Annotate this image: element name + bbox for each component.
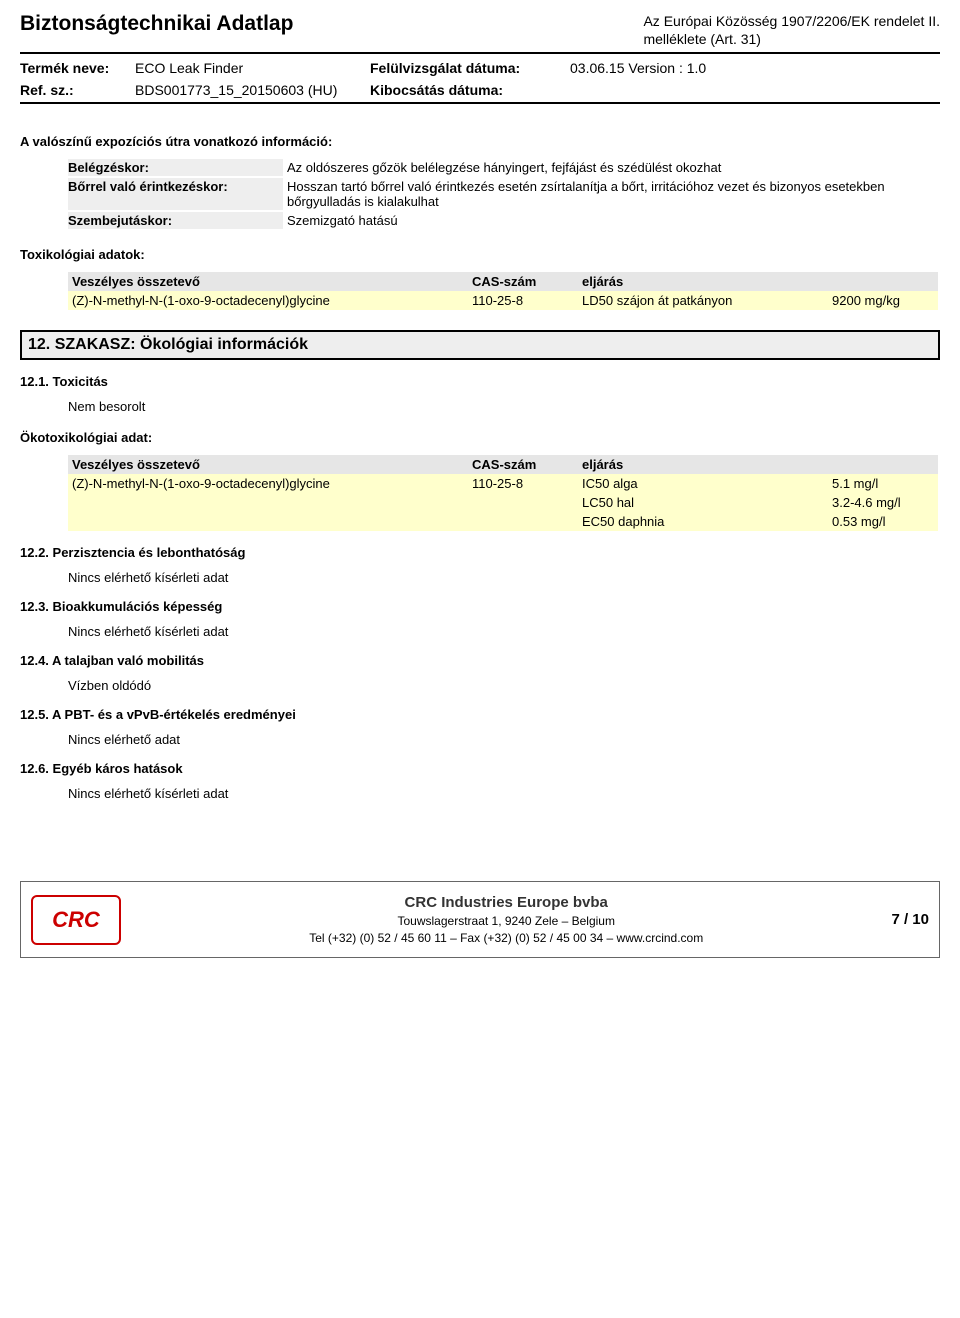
product-label: Termék neve: (20, 60, 135, 76)
th (828, 455, 938, 474)
meta-row-2: Ref. sz.: BDS001773_15_20150603 (HU) Kib… (20, 82, 940, 98)
footer-center: CRC Industries Europe bvba Touwslagerstr… (309, 892, 703, 947)
th: CAS-szám (468, 272, 578, 291)
review-value: 03.06.15 Version : 1.0 (570, 60, 706, 76)
exposure-value: Az oldószeres gőzök belélegzése hányinge… (283, 159, 940, 176)
divider (20, 102, 940, 104)
ref-value: BDS001773_15_20150603 (HU) (135, 82, 337, 98)
page-number: 7 / 10 (891, 911, 929, 928)
ecotox-title: Ökotoxikológiai adat: (20, 430, 940, 445)
section-12-4-title: 12.4. A talajban való mobilitás (20, 653, 940, 668)
th (828, 272, 938, 291)
table-header-row: Veszélyes összetevő CAS-szám eljárás (68, 272, 938, 291)
section-12-title: 12. SZAKASZ: Ökológiai információk (20, 330, 940, 360)
td: (Z)-N-methyl-N-(1-oxo-9-octadecenyl)glyc… (68, 474, 468, 493)
footer-contact: Tel (+32) (0) 52 / 45 60 11 – Fax (+32) … (309, 930, 703, 947)
td: 3.2-4.6 mg/l (828, 493, 938, 512)
td: 0.53 mg/l (828, 512, 938, 531)
section-12-5-text: Nincs elérhető adat (68, 732, 940, 747)
section-12-3-text: Nincs elérhető kísérleti adat (68, 624, 940, 639)
exposure-row: Szembejutáskor: Szemizgató hatású (68, 212, 940, 229)
exposure-value: Hosszan tartó bőrrel való érintkezés ese… (283, 178, 940, 210)
section-12-6-text: Nincs elérhető kísérleti adat (68, 786, 940, 801)
footer-company: CRC Industries Europe bvba (309, 892, 703, 913)
exposure-label: Belégzéskor: (68, 159, 283, 176)
crc-logo: CRC (31, 895, 121, 945)
table-row: LC50 hal 3.2-4.6 mg/l (68, 493, 938, 512)
section-12-2-title: 12.2. Perzisztencia és lebonthatóság (20, 545, 940, 560)
th: eljárás (578, 455, 828, 474)
review-label: Felülvizsgálat dátuma: (370, 60, 570, 76)
divider (20, 52, 940, 54)
td: 9200 mg/kg (828, 291, 938, 310)
release-label: Kibocsátás dátuma: (370, 82, 570, 98)
meta-row-1: Termék neve: ECO Leak Finder Felülvizsgá… (20, 60, 940, 76)
td: EC50 daphnia (578, 512, 828, 531)
exposure-label: Szembejutáskor: (68, 212, 283, 229)
table-row: EC50 daphnia 0.53 mg/l (68, 512, 938, 531)
section-12-1-title: 12.1. Toxicitás (20, 374, 940, 389)
td: 110-25-8 (468, 474, 578, 493)
ref-label: Ref. sz.: (20, 82, 135, 98)
doc-title: Biztonságtechnikai Adatlap (20, 12, 293, 48)
td (68, 493, 468, 512)
td: 110-25-8 (468, 291, 578, 310)
section-12-1-text: Nem besorolt (68, 399, 940, 414)
section-12-5-title: 12.5. A PBT- és a vPvB-értékelés eredmén… (20, 707, 940, 722)
exposure-value: Szemizgató hatású (283, 212, 940, 229)
section-12-4-text: Vízben oldódó (68, 678, 940, 693)
th: Veszélyes összetevő (68, 455, 468, 474)
td: LD50 szájon át patkányon (578, 291, 828, 310)
footer: CRC CRC Industries Europe bvba Touwslage… (20, 881, 940, 958)
th: eljárás (578, 272, 828, 291)
exposure-label: Bőrrel való érintkezéskor: (68, 178, 283, 210)
th: CAS-szám (468, 455, 578, 474)
table-row: (Z)-N-methyl-N-(1-oxo-9-octadecenyl)glyc… (68, 291, 938, 310)
td: 5.1 mg/l (828, 474, 938, 493)
section-12-2-text: Nincs elérhető kísérleti adat (68, 570, 940, 585)
section-12-3-title: 12.3. Bioakkumulációs képesség (20, 599, 940, 614)
exposure-row: Bőrrel való érintkezéskor: Hosszan tartó… (68, 178, 940, 210)
exposure-row: Belégzéskor: Az oldószeres gőzök beléleg… (68, 159, 940, 176)
eco-table: Veszélyes összetevő CAS-szám eljárás (Z)… (68, 455, 938, 531)
regulation-line2: melléklete (Art. 31) (643, 30, 940, 48)
td (468, 512, 578, 531)
td (468, 493, 578, 512)
tox-table: Veszélyes összetevő CAS-szám eljárás (Z)… (68, 272, 938, 310)
td: LC50 hal (578, 493, 828, 512)
th: Veszélyes összetevő (68, 272, 468, 291)
exposure-title: A valószínű expozíciós útra vonatkozó in… (20, 134, 940, 149)
footer-address: Touwslagerstraat 1, 9240 Zele – Belgium (309, 913, 703, 930)
table-row: (Z)-N-methyl-N-(1-oxo-9-octadecenyl)glyc… (68, 474, 938, 493)
td: IC50 alga (578, 474, 828, 493)
td (68, 512, 468, 531)
product-value: ECO Leak Finder (135, 60, 243, 76)
regulation-line1: Az Európai Közösség 1907/2206/EK rendele… (643, 12, 940, 30)
header-top: Biztonságtechnikai Adatlap Az Európai Kö… (20, 12, 940, 48)
regulation-text: Az Európai Közösség 1907/2206/EK rendele… (643, 12, 940, 48)
td: (Z)-N-methyl-N-(1-oxo-9-octadecenyl)glyc… (68, 291, 468, 310)
tox-data-title: Toxikológiai adatok: (20, 247, 940, 262)
table-header-row: Veszélyes összetevő CAS-szám eljárás (68, 455, 938, 474)
section-12-6-title: 12.6. Egyéb káros hatások (20, 761, 940, 776)
